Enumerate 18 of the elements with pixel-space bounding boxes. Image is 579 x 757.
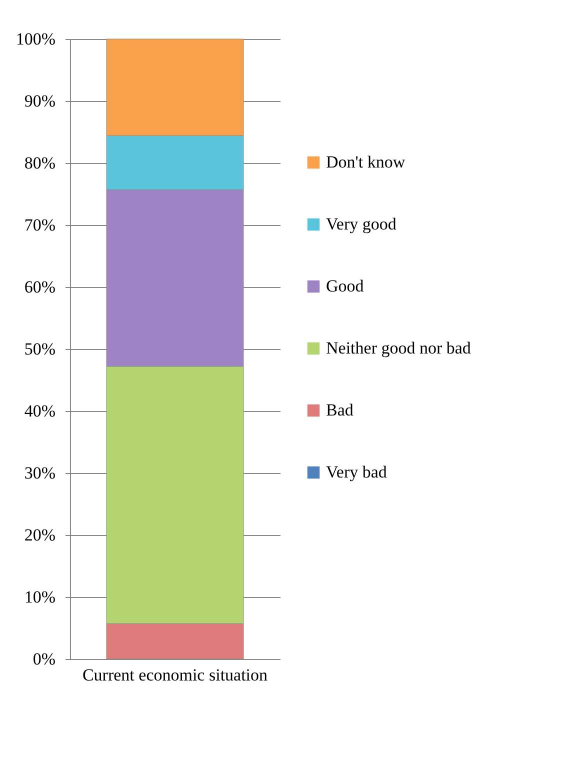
y-tick-label: 20%: [24, 526, 56, 544]
y-tick-label: 50%: [24, 340, 56, 358]
y-tick-label: 30%: [24, 464, 56, 482]
y-tick-label: 0%: [32, 650, 56, 668]
legend-label: Good: [326, 276, 364, 296]
legend-label: Very bad: [326, 462, 388, 482]
y-tick-label: 90%: [24, 92, 56, 110]
legend-label: Don't know: [326, 152, 406, 172]
y-tick-label: 60%: [24, 278, 56, 296]
legend-label: Very good: [326, 214, 397, 234]
y-tick-label: 100%: [16, 30, 56, 48]
y-tick-label: 80%: [24, 154, 56, 172]
y-tick-label: 10%: [24, 588, 56, 606]
legend-label: Bad: [326, 400, 354, 420]
y-tick-label: 70%: [24, 216, 56, 234]
x-tick-label: Current economic situation: [82, 666, 268, 684]
legend-label: Neither good nor bad: [326, 338, 472, 358]
y-tick-label: 40%: [24, 402, 56, 420]
